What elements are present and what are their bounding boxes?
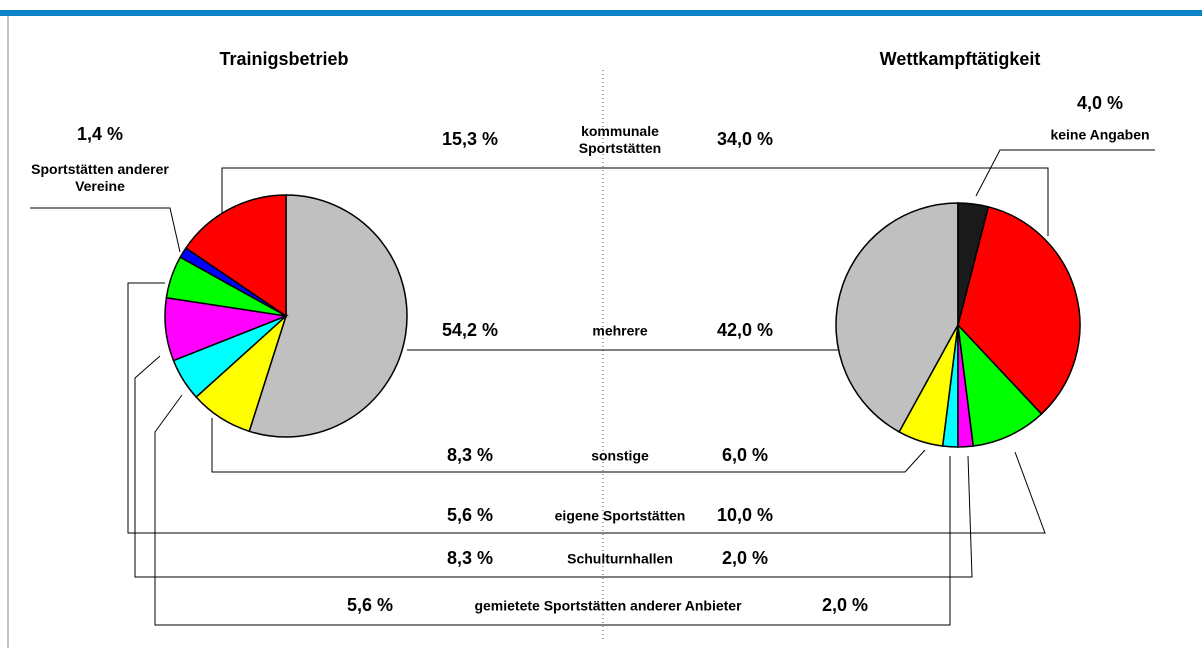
value-label: 4,0 % — [1076, 93, 1124, 114]
pie-slice — [835, 202, 959, 433]
value-label: 6,0 % — [721, 445, 769, 466]
value-label: 5,6 % — [346, 595, 394, 616]
value-label: 8,3 % — [446, 548, 494, 569]
category-label: Sportstätten anderer Vereine — [31, 161, 169, 194]
pie-slice — [957, 202, 990, 326]
value-label: 5,6 % — [446, 505, 494, 526]
pie-slice — [957, 205, 1081, 415]
pie-title: Wettkampftätigkeit — [879, 49, 1041, 70]
value-label: 34,0 % — [716, 129, 774, 150]
category-label: Schulturnhallen — [567, 550, 673, 567]
value-label: 10,0 % — [716, 505, 774, 526]
pie-slice — [248, 194, 408, 438]
category-label: mehrere — [592, 322, 648, 339]
value-label: 1,4 % — [76, 124, 124, 145]
category-label: kommunale Sportstätten — [578, 123, 662, 156]
category-label: eigene Sportstätten — [554, 507, 686, 524]
value-label: 8,3 % — [446, 445, 494, 466]
leader-lines — [30, 149, 1155, 626]
pie-slice — [956, 322, 1043, 447]
top-bar — [0, 10, 1202, 16]
value-label: 54,2 % — [441, 320, 499, 341]
value-label: 42,0 % — [716, 320, 774, 341]
value-label: 2,0 % — [821, 595, 869, 616]
value-label: 2,0 % — [721, 548, 769, 569]
pie-title: Trainigsbetrieb — [219, 49, 349, 70]
category-label: sonstige — [591, 447, 649, 464]
value-label: 15,3 % — [441, 129, 499, 150]
category-label: gemietete Sportstätten anderer Anbieter — [474, 597, 742, 614]
pie-slice — [184, 194, 287, 318]
category-label: keine Angaben — [1050, 126, 1150, 143]
